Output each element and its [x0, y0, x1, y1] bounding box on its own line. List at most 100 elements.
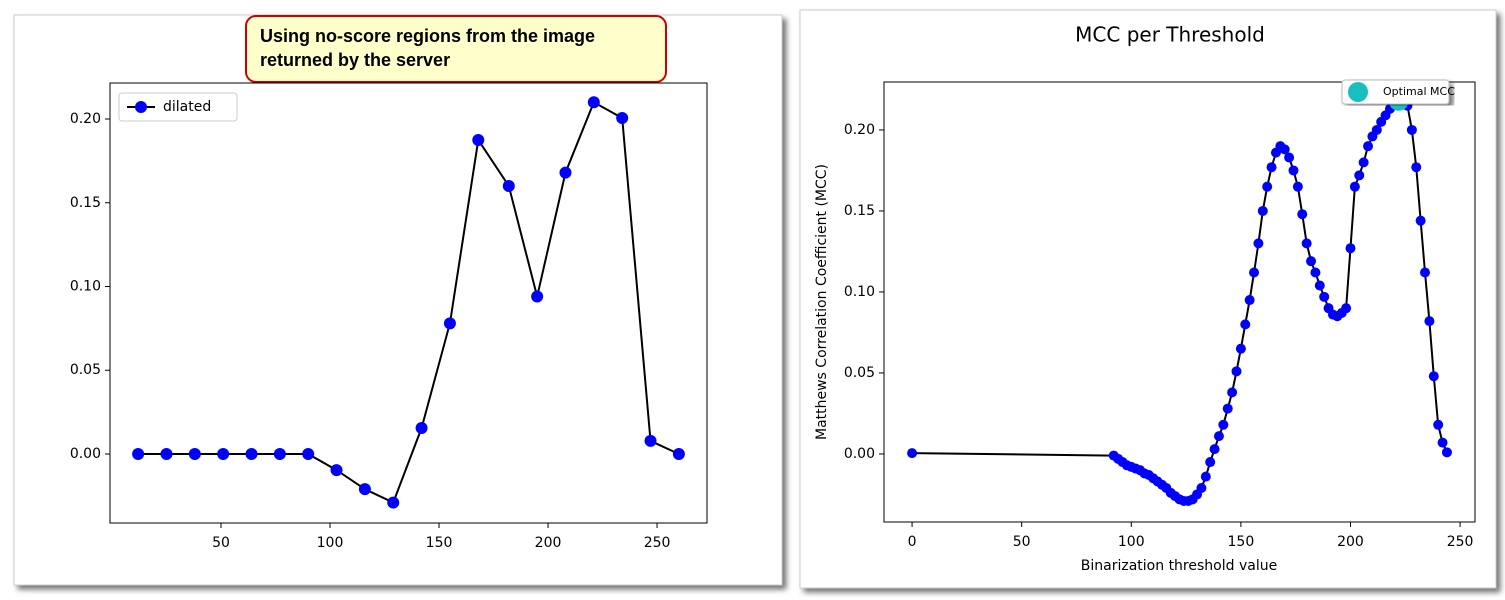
x-tick-label: 250: [1447, 534, 1474, 550]
point: [1196, 482, 1207, 493]
y-axis-label: Matthews Correlation Coefficient (MCC): [814, 164, 830, 440]
callout-text: returned by the server: [260, 50, 450, 70]
point: [245, 447, 258, 460]
y-tick-label: 0.00: [70, 446, 101, 462]
point: [1341, 303, 1352, 314]
y-tick-label: 0.15: [70, 195, 101, 211]
point: [1213, 431, 1224, 442]
point: [1301, 238, 1312, 249]
y-tick-label: 0.00: [844, 446, 875, 462]
point: [358, 483, 371, 496]
point: [1345, 243, 1356, 254]
callout-box: [245, 15, 667, 83]
point: [1354, 170, 1365, 181]
point: [1349, 181, 1360, 192]
plot-area: [109, 82, 708, 524]
point: [302, 447, 315, 460]
point: [1227, 387, 1238, 398]
plot-area: [883, 81, 1476, 523]
point: [1310, 267, 1321, 278]
y-tick-label: 0.05: [70, 362, 101, 378]
point: [1406, 124, 1417, 135]
point: [1420, 267, 1431, 278]
x-tick-label: 0: [908, 534, 917, 550]
point: [1231, 366, 1242, 377]
point: [472, 133, 485, 146]
point: [1428, 371, 1439, 382]
point: [1371, 124, 1382, 135]
point: [1306, 256, 1317, 267]
point: [132, 447, 145, 460]
point: [188, 447, 201, 460]
x-tick-label: 50: [212, 535, 230, 551]
point: [1297, 209, 1308, 220]
callout-text: Using no-score regions from the image: [260, 26, 595, 46]
point: [502, 180, 515, 193]
legend: [118, 92, 238, 122]
point: [1288, 165, 1299, 176]
point: [1415, 215, 1426, 226]
point: [1433, 419, 1444, 430]
y-tick-label: 0.20: [70, 111, 101, 127]
point: [1437, 437, 1448, 448]
legend-marker: [1348, 82, 1368, 102]
point: [1249, 267, 1260, 278]
point: [907, 448, 918, 459]
point: [1244, 295, 1255, 306]
point: [1441, 447, 1452, 458]
point: [1424, 316, 1435, 327]
point: [1363, 141, 1374, 152]
point: [273, 447, 286, 460]
y-tick-label: 0.10: [844, 284, 875, 300]
x-tick-label: 100: [1118, 534, 1145, 550]
point: [616, 112, 629, 125]
x-axis-label: Binarization threshold value: [1081, 558, 1277, 574]
point: [330, 464, 343, 477]
point: [1411, 162, 1422, 173]
point: [1257, 205, 1268, 216]
point: [1314, 280, 1325, 291]
y-tick-label: 0.05: [844, 365, 875, 381]
y-tick-label: 0.15: [844, 203, 875, 219]
point: [160, 447, 173, 460]
point: [1209, 444, 1220, 455]
point: [415, 422, 428, 435]
y-tick-label: 0.10: [70, 279, 101, 295]
point: [1240, 319, 1251, 330]
point: [1358, 157, 1369, 168]
point: [387, 496, 400, 509]
point: [587, 96, 600, 109]
x-tick-label: 200: [1337, 534, 1364, 550]
chart-title: MCC per Threshold: [1075, 23, 1265, 47]
point: [1284, 152, 1295, 163]
x-tick-label: 250: [644, 535, 671, 551]
y-tick-label: 0.20: [844, 122, 875, 138]
point: [1262, 181, 1273, 192]
point: [1218, 419, 1229, 430]
x-tick-label: 50: [1013, 534, 1031, 550]
x-tick-label: 200: [535, 535, 562, 551]
point: [672, 447, 685, 460]
point: [217, 447, 230, 460]
legend-marker: [135, 101, 147, 113]
x-tick-label: 150: [1228, 534, 1255, 550]
legend-label: Optimal MCC: [1383, 85, 1455, 98]
point: [1279, 144, 1290, 155]
point: [1292, 181, 1303, 192]
x-tick-label: 100: [317, 535, 344, 551]
point: [1319, 291, 1330, 302]
point: [1253, 238, 1264, 249]
point: [531, 290, 544, 303]
point: [644, 434, 657, 447]
point: [1205, 457, 1216, 468]
point: [1222, 403, 1233, 414]
legend-label: dilated: [163, 99, 211, 115]
legend: [1341, 79, 1450, 105]
point: [559, 166, 572, 179]
point: [1266, 162, 1277, 173]
point: [1235, 343, 1246, 354]
point: [1200, 471, 1211, 482]
x-tick-label: 150: [426, 535, 453, 551]
point: [443, 317, 456, 330]
